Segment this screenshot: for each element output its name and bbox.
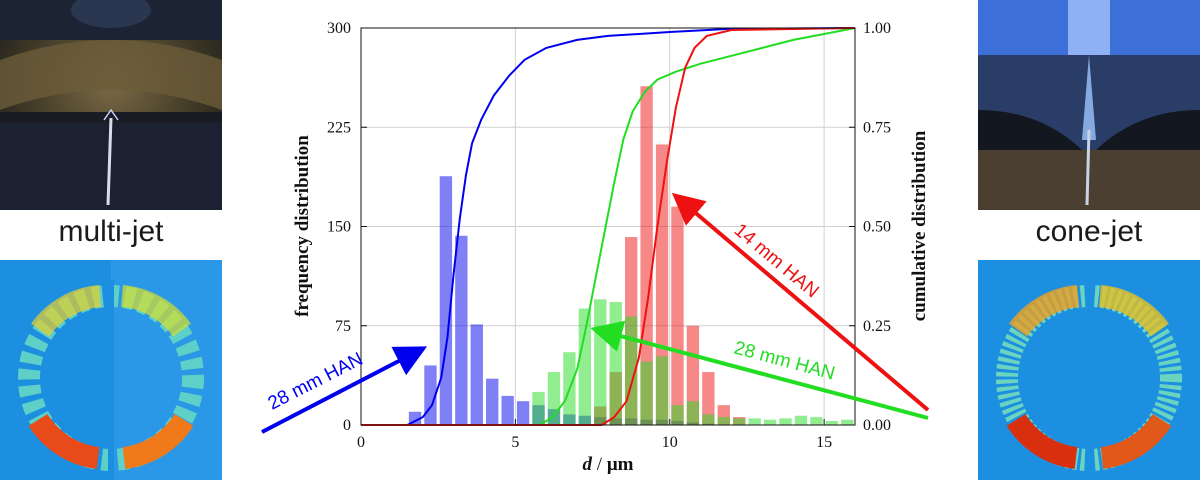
bar-1-1: [609, 372, 622, 425]
y-right-tick-label-3: 0.75: [863, 119, 891, 136]
bar-0-10: [563, 414, 576, 425]
x-tick-label-0: 0: [357, 434, 365, 451]
bar-2-8: [655, 356, 669, 425]
bar-2-0: [532, 391, 545, 425]
y-left-tick-label-0: 0: [343, 417, 351, 434]
multi-jet-photo: [0, 0, 222, 210]
bar-0-14: [624, 418, 638, 425]
y-right-tick-label-1: 0.25: [863, 318, 891, 335]
x-tick-label-1: 5: [511, 434, 519, 451]
bar-2-9: [671, 405, 684, 425]
bar-0-7: [516, 401, 530, 425]
bar-1-8: [717, 405, 730, 425]
bar-0-16: [655, 419, 669, 425]
x-tick-label-2: 10: [662, 434, 678, 451]
bar-0-12: [594, 417, 607, 425]
bar-2-1: [547, 372, 561, 425]
bar-2-17: [794, 415, 808, 425]
blue-annotation: 28 mm HAN: [265, 349, 367, 415]
bar-0-0: [408, 411, 422, 425]
plot-frame: [360, 27, 856, 426]
bars-green: [532, 299, 854, 425]
bar-2-5: [609, 301, 622, 425]
bar-0-13: [609, 418, 622, 425]
bar-2-14: [748, 418, 761, 425]
cone-jet-photo: [978, 0, 1200, 210]
bar-0-2: [439, 176, 453, 425]
bar-0-8: [532, 405, 545, 425]
blue-arrow: [261, 346, 428, 434]
y-left-tick-label-4: 300: [327, 20, 351, 37]
bar-1-0: [594, 406, 607, 425]
cone-jet-label: cone-jet: [1035, 215, 1143, 248]
bar-2-11: [702, 414, 715, 425]
multi-jet-pattern-image: [0, 260, 222, 480]
bar-1-4: [655, 144, 669, 425]
y-left-tick-label-2: 150: [327, 219, 351, 236]
bar-1-6: [686, 325, 700, 425]
y-left-tick-label-3: 225: [327, 119, 351, 136]
red-arrow: [671, 192, 930, 412]
bar-0-3: [455, 235, 468, 425]
y-right-tick-label-0: 0.00: [863, 417, 891, 434]
bar-2-4: [594, 299, 607, 425]
bar-1-3: [640, 86, 653, 425]
bar-0-4: [470, 324, 483, 425]
multi-jet-label: multi-jet: [58, 215, 164, 248]
x-tick-label-3: 15: [816, 434, 832, 451]
bar-0-17: [671, 421, 684, 425]
cumulative-curves: [361, 27, 856, 426]
y-right-title: cumulative distribution: [909, 130, 930, 321]
bar-2-6: [624, 316, 638, 425]
y-left-tick-label-1: 75: [335, 318, 351, 335]
green-arrow: [590, 320, 929, 420]
bar-0-15: [640, 419, 653, 425]
bar-1-7: [702, 372, 715, 425]
x-title: d / μm: [583, 454, 634, 475]
green-annotation: 28 mm HAN: [732, 338, 837, 385]
bar-1-2: [624, 237, 638, 425]
bars-red: [594, 86, 746, 425]
annotations: 28 mm HAN 28 mm HAN 14 mm HAN: [261, 192, 930, 434]
bar-2-7: [640, 361, 653, 425]
bar-0-9: [547, 409, 561, 425]
bars-blue: [408, 176, 715, 425]
bar-0-1: [424, 365, 437, 425]
cumulative-line-2: [361, 27, 856, 426]
cone-jet-pattern-image: [978, 260, 1200, 480]
bar-0-5: [486, 378, 499, 425]
x-title-unit: μm: [607, 454, 634, 475]
y-right-tick-label-2: 0.50: [863, 219, 891, 236]
bar-1-9: [733, 417, 746, 425]
bar-2-3: [578, 308, 592, 425]
bar-2-12: [717, 417, 730, 425]
bar-2-18: [810, 417, 823, 425]
bar-2-2: [563, 352, 576, 425]
bar-0-18: [686, 422, 700, 425]
y-left-title: frequency distribution: [292, 135, 313, 317]
x-title-var: d: [583, 454, 593, 475]
bar-2-10: [686, 401, 700, 425]
bar-2-16: [779, 418, 792, 425]
bar-2-15: [763, 419, 777, 425]
bar-0-11: [578, 415, 592, 425]
bar-0-19: [702, 423, 715, 425]
red-annotation: 14 mm HAN: [730, 220, 823, 303]
bar-2-20: [841, 419, 854, 425]
cumulative-line-1: [361, 27, 856, 426]
bar-0-6: [501, 395, 514, 425]
y-right-tick-label-4: 1.00: [863, 20, 891, 37]
bar-2-19: [825, 421, 839, 425]
bar-2-13: [733, 418, 746, 425]
bar-1-5: [671, 206, 684, 425]
grid: [360, 27, 855, 426]
cumulative-line-0: [361, 27, 856, 426]
